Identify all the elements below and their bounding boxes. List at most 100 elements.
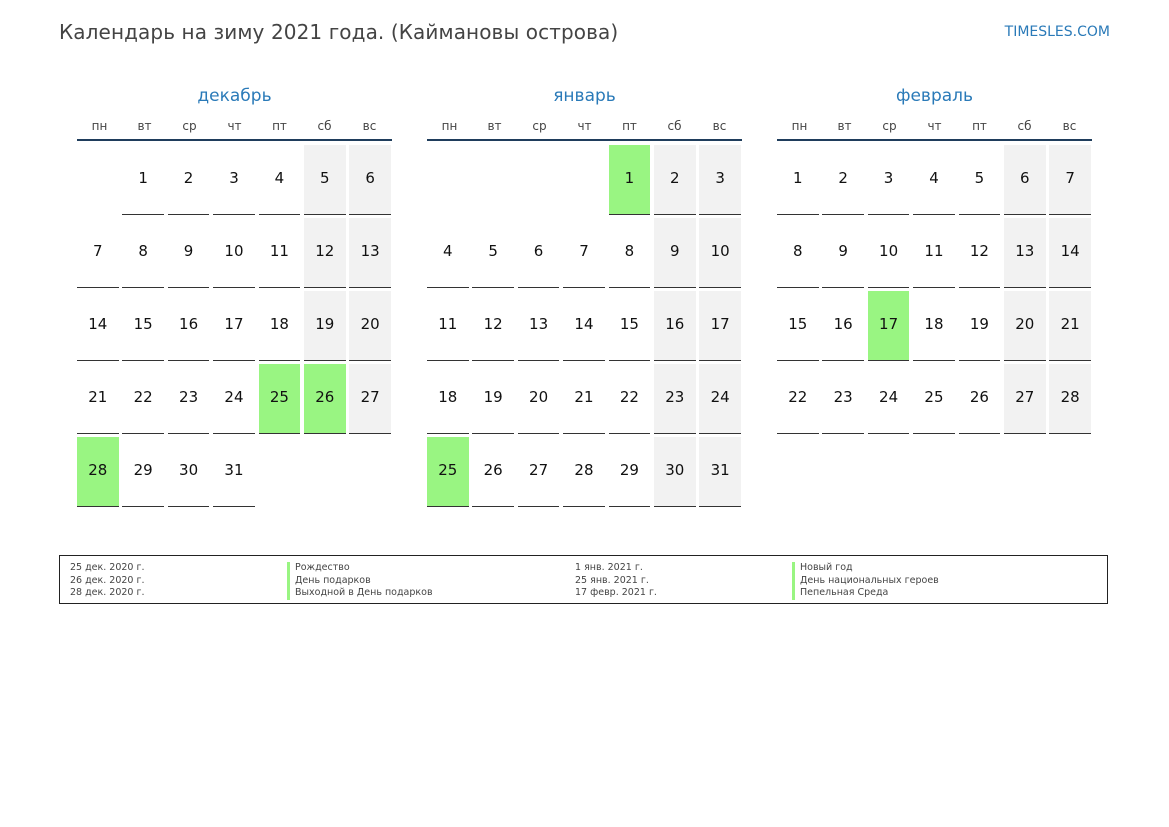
day-cell[interactable]: 23 xyxy=(822,364,864,434)
day-cell[interactable]: 3 xyxy=(867,145,910,215)
day-cell[interactable]: 28 xyxy=(77,437,119,507)
day-cell[interactable]: 13 xyxy=(517,291,560,361)
holiday-legend: 25 дек. 2020 г. 26 дек. 2020 г. 28 дек. … xyxy=(59,555,1108,604)
day-cell[interactable]: 4 xyxy=(913,145,955,215)
day-cell[interactable]: 27 xyxy=(1003,364,1046,434)
day-cell[interactable]: 8 xyxy=(777,218,819,288)
day-cell[interactable]: 30 xyxy=(167,437,210,507)
day-cell[interactable]: 14 xyxy=(563,291,605,361)
day-cell[interactable]: 19 xyxy=(472,364,514,434)
month-title: февраль xyxy=(895,86,974,106)
day-cell[interactable]: 17 xyxy=(699,291,741,361)
day-cell[interactable]: 26 xyxy=(958,364,1001,434)
day-cell[interactable]: 1 xyxy=(122,145,164,215)
day-cell[interactable]: 15 xyxy=(608,291,651,361)
day-cell[interactable]: 6 xyxy=(1003,145,1046,215)
month-title: январь xyxy=(553,86,616,106)
day-cell[interactable]: 16 xyxy=(167,291,210,361)
day-cell[interactable]: 10 xyxy=(867,218,910,288)
day-cell[interactable]: 22 xyxy=(608,364,651,434)
day-cell[interactable]: 1 xyxy=(608,145,651,215)
day-cell[interactable]: 30 xyxy=(653,437,696,507)
day-cell[interactable]: 4 xyxy=(258,145,301,215)
day-cell[interactable]: 26 xyxy=(472,437,514,507)
day-cell[interactable]: 25 xyxy=(913,364,955,434)
day-cell[interactable]: 3 xyxy=(699,145,741,215)
day-cell[interactable]: 7 xyxy=(77,218,119,288)
day-cell[interactable]: 24 xyxy=(699,364,741,434)
day-cell[interactable]: 15 xyxy=(777,291,819,361)
day-cell[interactable]: 4 xyxy=(427,218,469,288)
day-cell[interactable]: 27 xyxy=(517,437,560,507)
day-cell[interactable]: 11 xyxy=(427,291,469,361)
day-cell[interactable]: 23 xyxy=(167,364,210,434)
day-cell[interactable]: 10 xyxy=(699,218,741,288)
day-cell[interactable]: 21 xyxy=(1049,291,1091,361)
day-cell[interactable]: 5 xyxy=(472,218,514,288)
day-cell[interactable]: 12 xyxy=(303,218,346,288)
day-cell[interactable]: 8 xyxy=(122,218,164,288)
day-cell[interactable]: 2 xyxy=(653,145,696,215)
day-cell[interactable]: 1 xyxy=(777,145,819,215)
day-cell[interactable]: 24 xyxy=(867,364,910,434)
day-cell[interactable]: 22 xyxy=(122,364,164,434)
legend-holiday-name: День подарков xyxy=(287,574,575,588)
day-cell[interactable]: 3 xyxy=(213,145,255,215)
day-cell[interactable]: 18 xyxy=(427,364,469,434)
day-cell[interactable]: 5 xyxy=(958,145,1001,215)
day-cell[interactable]: 11 xyxy=(913,218,955,288)
day-cell[interactable]: 18 xyxy=(913,291,955,361)
day-cell[interactable]: 28 xyxy=(1049,364,1091,434)
day-cell[interactable]: 29 xyxy=(608,437,651,507)
day-cell[interactable]: 2 xyxy=(167,145,210,215)
day-cell[interactable]: 29 xyxy=(122,437,164,507)
day-cell[interactable]: 25 xyxy=(258,364,301,434)
day-cell[interactable]: 2 xyxy=(822,145,864,215)
weekday-label: ср xyxy=(882,119,897,133)
day-cell[interactable]: 17 xyxy=(213,291,255,361)
day-cell[interactable]: 11 xyxy=(258,218,301,288)
day-cell[interactable]: 21 xyxy=(77,364,119,434)
day-cell[interactable]: 12 xyxy=(958,218,1001,288)
empty-cell xyxy=(427,145,469,215)
day-cell[interactable]: 17 xyxy=(867,291,910,361)
day-cell[interactable]: 13 xyxy=(1003,218,1046,288)
day-cell[interactable]: 6 xyxy=(349,145,391,215)
day-cell[interactable]: 9 xyxy=(167,218,210,288)
day-cell[interactable]: 28 xyxy=(563,437,605,507)
day-cell[interactable]: 19 xyxy=(958,291,1001,361)
day-cell[interactable]: 25 xyxy=(427,437,469,507)
day-cell[interactable]: 26 xyxy=(303,364,346,434)
day-cell[interactable]: 31 xyxy=(213,437,255,507)
day-cell[interactable]: 31 xyxy=(699,437,741,507)
day-cell[interactable]: 22 xyxy=(777,364,819,434)
day-cell[interactable]: 12 xyxy=(472,291,514,361)
day-cell[interactable]: 16 xyxy=(822,291,864,361)
day-cell[interactable]: 5 xyxy=(303,145,346,215)
day-cell[interactable]: 9 xyxy=(653,218,696,288)
day-cell[interactable]: 15 xyxy=(122,291,164,361)
day-cell[interactable]: 23 xyxy=(653,364,696,434)
weekday-label: пт xyxy=(972,119,987,133)
day-cell[interactable]: 7 xyxy=(563,218,605,288)
day-cell[interactable]: 20 xyxy=(349,291,391,361)
weekday-header: пн вт ср чт пт сб вс xyxy=(427,114,742,141)
day-cell[interactable]: 18 xyxy=(258,291,301,361)
site-link[interactable]: TIMESLES.COM xyxy=(1004,24,1110,40)
day-cell[interactable]: 7 xyxy=(1049,145,1091,215)
day-cell[interactable]: 13 xyxy=(349,218,391,288)
day-cell[interactable]: 14 xyxy=(77,291,119,361)
day-cell[interactable]: 21 xyxy=(563,364,605,434)
legend-date: 25 дек. 2020 г. xyxy=(70,562,145,573)
day-cell[interactable]: 16 xyxy=(653,291,696,361)
day-cell[interactable]: 14 xyxy=(1049,218,1091,288)
day-cell[interactable]: 27 xyxy=(349,364,391,434)
day-cell[interactable]: 6 xyxy=(517,218,560,288)
day-cell[interactable]: 8 xyxy=(608,218,651,288)
day-cell[interactable]: 24 xyxy=(213,364,255,434)
day-cell[interactable]: 9 xyxy=(822,218,864,288)
day-cell[interactable]: 20 xyxy=(1003,291,1046,361)
day-cell[interactable]: 20 xyxy=(517,364,560,434)
day-cell[interactable]: 19 xyxy=(303,291,346,361)
day-cell[interactable]: 10 xyxy=(213,218,255,288)
